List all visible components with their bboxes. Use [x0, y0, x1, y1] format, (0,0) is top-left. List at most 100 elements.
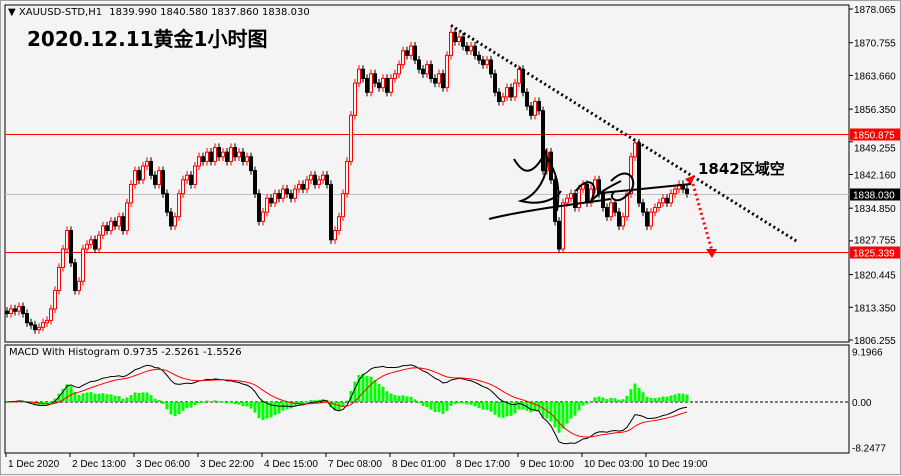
histogram-bar: [109, 394, 113, 402]
candle: [125, 198, 129, 235]
candle: [73, 258, 77, 295]
candle: [157, 166, 161, 189]
candle: [229, 143, 233, 166]
chart-header: ▼ XAUUSD-STD,H1 1839.990 1840.580 1837.8…: [8, 7, 310, 18]
candle-body: [169, 211, 173, 227]
histogram-bar: [377, 384, 381, 402]
candle-body: [649, 211, 653, 227]
histogram-bar: [193, 402, 197, 406]
histogram-bar: [685, 394, 689, 402]
histogram-bar: [465, 402, 469, 405]
candle: [25, 309, 29, 327]
histogram-bar: [453, 402, 457, 405]
candle: [13, 304, 17, 316]
histogram-bar: [101, 393, 105, 402]
candle: [573, 189, 577, 212]
candle: [557, 217, 561, 254]
candle-body: [297, 183, 301, 190]
candle-body: [381, 77, 385, 89]
histogram-bar: [105, 394, 109, 402]
candle: [425, 60, 429, 78]
price-label-box: [850, 246, 900, 259]
histogram-bar: [129, 395, 133, 402]
histogram-bar: [133, 392, 137, 402]
histogram-bar: [401, 395, 405, 402]
histogram-bar: [337, 402, 341, 411]
histogram-bar: [493, 402, 497, 415]
histogram-bar: [289, 402, 293, 409]
candle-body: [273, 193, 277, 204]
candle-body: [165, 193, 169, 213]
histogram-bar: [89, 392, 93, 402]
candle: [409, 42, 413, 60]
candle-body: [573, 193, 577, 209]
macd-tick-label: -8.2477: [852, 443, 886, 454]
candle: [197, 152, 201, 171]
y-tick-label: 1827.755: [854, 236, 896, 247]
macd-tick-label: 0.00: [852, 398, 872, 409]
candle: [305, 175, 309, 194]
histogram-bar: [537, 402, 541, 411]
candle: [93, 235, 97, 254]
histogram-bar: [637, 387, 641, 402]
candle-body: [421, 68, 425, 75]
candle-body: [129, 183, 133, 204]
histogram-bar: [597, 396, 601, 402]
y-tick-label: 1870.755: [854, 39, 896, 50]
histogram-bar: [185, 402, 189, 409]
histogram-bar: [641, 392, 645, 402]
candle-body: [113, 220, 117, 227]
candle: [553, 175, 557, 226]
candle: [57, 263, 61, 295]
histogram-bar: [649, 397, 653, 402]
histogram-bar: [509, 402, 513, 416]
candle: [301, 180, 305, 194]
candle-body: [673, 188, 677, 195]
candle-body: [341, 193, 345, 218]
histogram-bar: [677, 393, 681, 402]
candle-body: [217, 147, 221, 158]
candle-body: [97, 234, 101, 250]
histogram-bar: [373, 379, 377, 402]
candle-body: [441, 73, 445, 89]
candle: [605, 203, 609, 221]
candle: [465, 42, 469, 55]
candle: [505, 83, 509, 102]
candle-body: [337, 216, 341, 232]
candle-body: [609, 202, 613, 218]
y-tick-label: 1849.255: [854, 144, 896, 155]
candle: [433, 74, 437, 88]
candle-body: [157, 170, 161, 185]
x-tick-label: 8 Dec 01:00: [392, 459, 446, 470]
candle: [153, 171, 157, 189]
candle: [85, 240, 89, 254]
triangle-down-icon[interactable]: ▼: [8, 7, 16, 18]
candle-body: [173, 216, 177, 227]
candle: [45, 316, 49, 327]
candle: [577, 184, 581, 212]
histogram-bar: [265, 402, 269, 419]
price-label: 1838.030: [853, 191, 895, 202]
candle-body: [517, 68, 521, 84]
candle: [353, 78, 357, 120]
candle: [685, 184, 689, 198]
candle: [457, 32, 461, 46]
histogram-bar: [585, 402, 589, 405]
histogram-bar: [221, 401, 225, 403]
candle-body: [389, 77, 393, 93]
candle-body: [621, 216, 625, 227]
histogram-bar: [225, 402, 229, 404]
histogram-bar: [589, 400, 593, 402]
y-tick-label: 1856.350: [854, 105, 896, 116]
histogram-bar: [673, 394, 677, 402]
candle-body: [393, 73, 397, 79]
histogram-bar: [257, 402, 261, 419]
candle: [365, 74, 369, 97]
candle-body: [41, 322, 45, 328]
macd-line: [6, 364, 688, 445]
x-tick-label: 9 Dec 10:00: [520, 459, 574, 470]
histogram-bar: [385, 391, 389, 402]
histogram-bar: [77, 394, 81, 402]
